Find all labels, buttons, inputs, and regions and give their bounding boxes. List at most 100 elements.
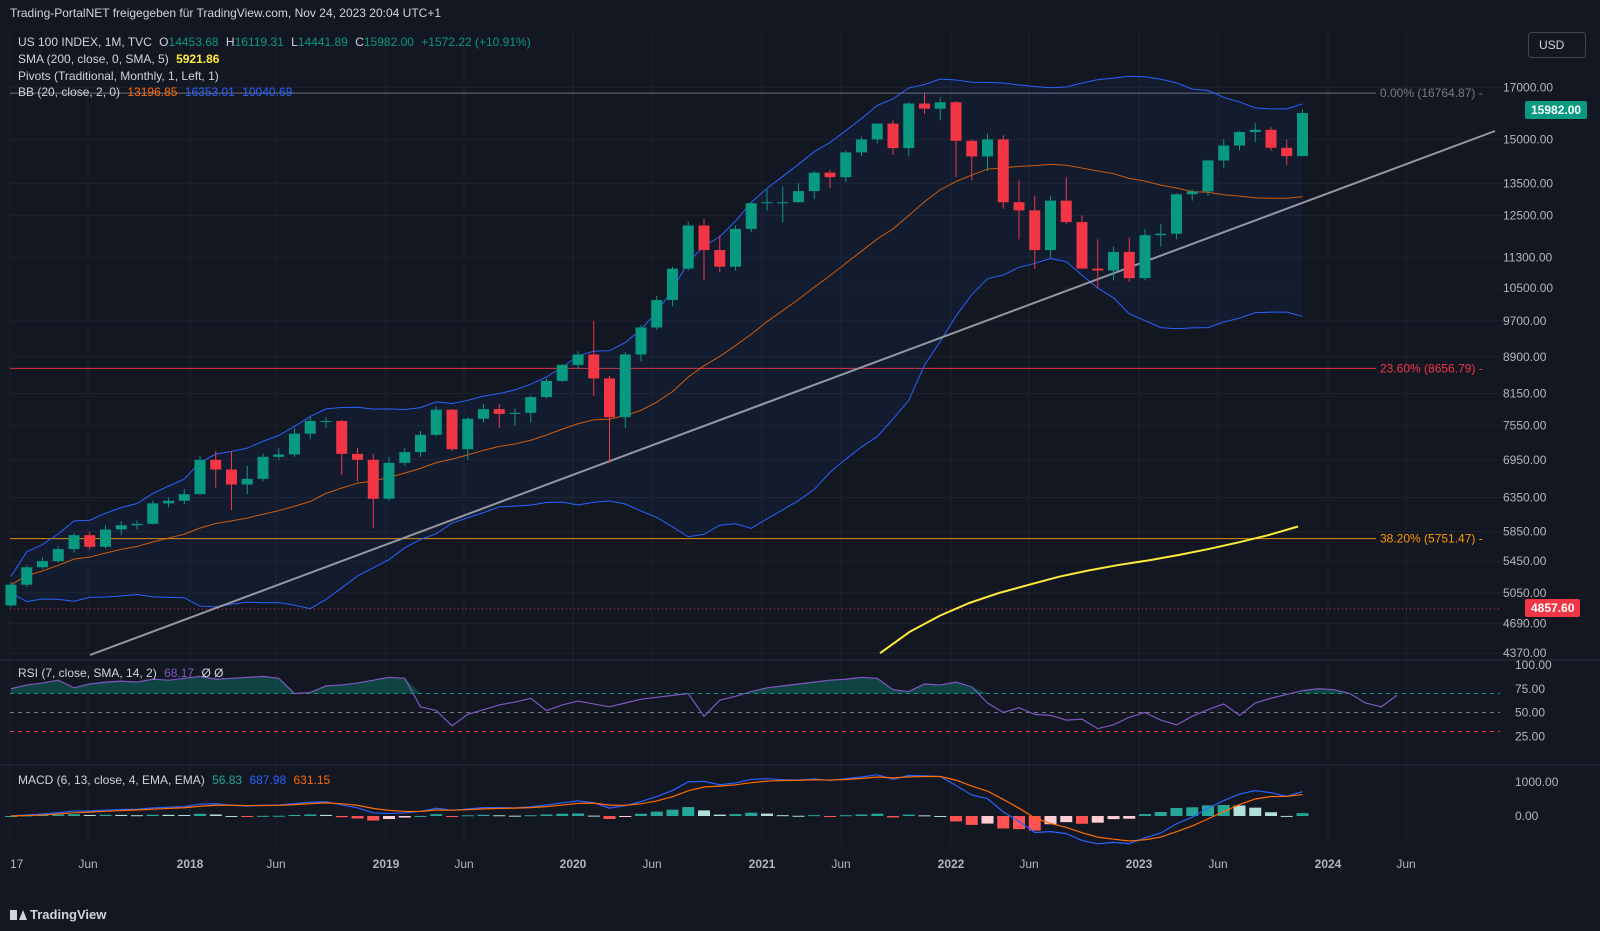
legend-bb-upper: 16353.01 xyxy=(184,85,235,99)
bb-basis-line xyxy=(10,163,1303,586)
time-axis: 17 Jun 2018 Jun 2019 Jun 2020 Jun 2021 Jun 2022 Jun… xyxy=(10,857,1416,871)
candle-body xyxy=(777,202,789,204)
chart-svg[interactable]: 0.00% (16764.87) - 23.60% (8656.79) - 38.2… xyxy=(0,0,1600,900)
sma200-line xyxy=(879,525,1299,654)
fib-label: 23.60% (8656.79) - xyxy=(1380,361,1483,375)
macd-hist-bar xyxy=(1202,805,1214,816)
macd-hist-bar xyxy=(1170,807,1183,816)
candle-body xyxy=(1281,147,1293,157)
macd-hist-bar xyxy=(493,815,506,817)
legend-sma-label: SMA (200, close, 0, SMA, 5) xyxy=(18,52,169,66)
time-tick-label: 2020 xyxy=(560,857,587,871)
macd-hist-bar xyxy=(902,814,915,816)
time-tick-label: Jun xyxy=(266,857,285,871)
price-tick-label: 11300.00 xyxy=(1503,250,1552,264)
candle-body xyxy=(698,225,710,251)
time-tick-label: Jun xyxy=(831,857,850,871)
macd-hist-bar xyxy=(115,814,128,816)
macd-hist-bar xyxy=(509,815,521,817)
sma200-polyline xyxy=(879,525,1299,654)
macd-hist-bar xyxy=(839,815,852,817)
candle-body xyxy=(1249,129,1261,132)
candle-body xyxy=(730,228,741,267)
candle-body xyxy=(52,549,64,562)
macd-hist-bar xyxy=(304,814,317,816)
candle-body xyxy=(588,354,600,379)
rsi-line xyxy=(10,675,1398,730)
rsi-pane: 100.00 75.00 50.00 25.00 xyxy=(10,658,1552,743)
macd-hist-bar xyxy=(272,815,285,817)
candle-body xyxy=(1202,160,1214,192)
macd-hist-bar xyxy=(257,815,269,817)
macd-hist-bar xyxy=(713,814,726,816)
candle-body xyxy=(273,454,285,457)
rsi-tick-label: 100.00 xyxy=(1515,658,1552,672)
support-trendline xyxy=(89,130,1496,656)
rsi-extra: Ø Ø xyxy=(201,666,224,680)
candle-body xyxy=(714,250,726,267)
candle-body xyxy=(1297,113,1308,157)
time-tick-label: 2021 xyxy=(749,857,776,871)
macd-hist-bar xyxy=(414,815,427,817)
currency-button[interactable]: USD xyxy=(1528,32,1586,58)
candle-body xyxy=(1171,194,1182,234)
price-tick-label: 8900.00 xyxy=(1503,350,1547,364)
candle-body xyxy=(1186,191,1198,195)
time-tick-label: Jun xyxy=(1019,857,1038,871)
candle-body xyxy=(21,567,33,585)
candle-body xyxy=(840,152,852,178)
candle-body xyxy=(619,354,631,418)
legend-symbol: US 100 INDEX, 1M, TVC xyxy=(18,35,152,49)
fib-levels: 0.00% (16764.87) - 23.60% (8656.79) - 38.2… xyxy=(10,86,1500,610)
price-tick-label: 12500.00 xyxy=(1503,208,1553,222)
candle-body xyxy=(745,203,757,229)
legend-bb-label: BB (20, close, 2, 0) xyxy=(18,85,121,99)
candle-body xyxy=(871,123,883,140)
candle-body xyxy=(525,397,537,413)
candle-body xyxy=(982,139,993,157)
macd-hist-bar xyxy=(1044,816,1057,825)
candle-body xyxy=(651,300,663,328)
candles xyxy=(5,93,1308,608)
macd-hist-bar xyxy=(1154,812,1167,816)
share-caption: Trading-PortalNET freigegeben für Tradin… xyxy=(10,6,442,20)
macd-hist-bar xyxy=(351,816,364,819)
legend-low: 14441.89 xyxy=(297,35,348,49)
legend-open: 14453.68 xyxy=(168,35,219,49)
rsi-overbought-fill xyxy=(11,676,1350,694)
candle-body xyxy=(37,561,48,568)
candle-body xyxy=(1218,145,1230,161)
macd-hist-bar xyxy=(383,816,395,820)
legend-bb-lower: 10040.69 xyxy=(242,85,293,99)
legend-main: US 100 INDEX, 1M, TVC O14453.68 H16119.3… xyxy=(18,35,535,49)
macd-hist-bar xyxy=(83,814,96,816)
price-tick-label: 5050.00 xyxy=(1503,586,1547,600)
price-tick-label: 13500.00 xyxy=(1503,176,1553,190)
candle-body xyxy=(1092,268,1104,271)
macd-hist-value: 56.83 xyxy=(212,773,243,787)
macd-hist-bar xyxy=(1296,813,1309,816)
macd-hist-bar xyxy=(524,815,537,817)
legend-macd: MACD (6, 13, close, 4, EMA, EMA) 56.83 6… xyxy=(18,773,334,787)
candle-body xyxy=(572,354,584,365)
macd-value: 687.98 xyxy=(249,773,287,787)
macd-hist-bar xyxy=(871,813,884,816)
candle-body xyxy=(682,225,694,269)
macd-hist-bar xyxy=(1139,814,1151,816)
macd-hist-bar xyxy=(934,815,947,817)
macd-hist-bar xyxy=(430,814,443,816)
macd-hist-bar xyxy=(981,816,994,824)
macd-hist-bar xyxy=(1217,805,1230,816)
tradingview-logo[interactable]: TradingView xyxy=(10,907,106,922)
macd-hist-bar xyxy=(1013,816,1025,830)
legend-pivots: Pivots (Traditional, Monthly, 1, Left, 1… xyxy=(18,69,223,83)
candle-body xyxy=(919,103,930,109)
time-tick-label: Jun xyxy=(1208,857,1227,871)
candle-body xyxy=(966,140,978,157)
macd-hist-bar xyxy=(792,815,805,817)
macd-hist-bar xyxy=(367,816,380,821)
bottom-bar xyxy=(0,900,1600,931)
candle-body xyxy=(352,453,363,460)
candle-body xyxy=(163,500,174,504)
candle-body xyxy=(667,268,678,301)
